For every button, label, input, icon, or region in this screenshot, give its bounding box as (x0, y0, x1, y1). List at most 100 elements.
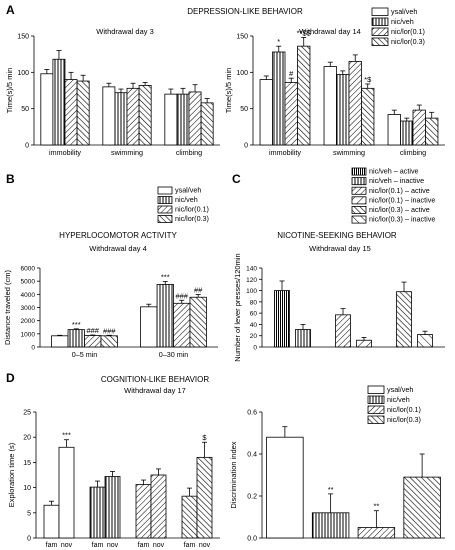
d-right-legend-entry-nic-lor-0-3: nic/lor(0.3) (387, 415, 421, 424)
a-right-significance-mark: # (289, 69, 294, 78)
d-left-bar-nic-lor-0-3-nov (196, 456, 213, 539)
a-right-bar-nic-veh-swimming (336, 74, 350, 146)
c-legend-entry-nic-lor-0-1-inactive: nic/lor(0.1) – inactive (369, 195, 435, 204)
a-left-bar-nic-veh-climbing (176, 93, 190, 146)
panel-label-a: A (6, 3, 15, 17)
c-bar-nic-lor-0-3-inactive (417, 334, 433, 348)
d-right-legend-entry-ysal-veh: ysal/veh (387, 385, 413, 394)
panel-label-d: D (6, 371, 15, 385)
a-left-bar-ysal-veh-immobility (40, 73, 54, 146)
d-left-y-tick-label: 5 (27, 510, 31, 517)
a-right-bar-nic-lor-0-3-immobility (297, 45, 311, 146)
a-right-significance-mark: *$ (364, 75, 372, 84)
a-right-category-label: climbing (400, 148, 426, 157)
d-left-bar-label: fam (184, 542, 196, 549)
d-right-legend-swatch-nic-lor-0-1 (367, 405, 385, 414)
b-y-tick-label: 1000 (21, 331, 36, 338)
b-significance-mark: *** (161, 272, 170, 281)
a-left-category-label: swimming (111, 148, 143, 157)
d-right-y-axis-label: Discrimination index (229, 441, 238, 508)
d-right-legend-entry-nic-veh: nic/veh (387, 395, 410, 404)
d-left-bar-label: nov (107, 542, 119, 549)
d-left-y-tick-label: 0 (27, 536, 31, 543)
panel-label-c: C (232, 172, 241, 186)
b-y-tick-label: 3000 (21, 305, 36, 312)
a-left-bar-nic-veh-swimming (114, 92, 128, 146)
a-left-bar-nic-lor-0-3-swimming (138, 85, 152, 146)
b-significance-mark: *** (72, 320, 81, 329)
b-bar-nic-lor-0-3-0-5-min (100, 335, 118, 348)
c-y-tick-label: 60 (250, 311, 258, 318)
c-legend-entry-nic-lor-0-3-active: nic/lor(0.3) – active (369, 205, 430, 214)
a-left-y-tick-label: 100 (17, 70, 29, 77)
c-y-tick-label: 120 (246, 277, 257, 284)
d-left-significance-mark: *** (62, 431, 71, 440)
b-legend-entry-ysal-veh: ysal/veh (175, 186, 201, 195)
b-y-tick-label: 5000 (21, 279, 36, 286)
d-right-y-tick-label: 0.2 (247, 494, 257, 501)
a-right-legend-swatch-nic-lor-0-3 (371, 37, 389, 46)
a-left-y-tick-label: 0 (25, 143, 29, 150)
d-right-bar-nic-lor-0-1 (357, 527, 396, 539)
d-left-y-tick-label: 10 (23, 485, 31, 492)
section-title-c: NICOTINE-SEEKING BEHAVIOR (277, 231, 397, 240)
b-y-tick-label: 0 (31, 345, 35, 352)
c-legend-swatch-nic-lor-0-1-active (351, 186, 367, 195)
a-right-legend-entry-ysal-veh: ysal/veh (391, 7, 417, 16)
a-right-y-tick-label: 100 (236, 70, 248, 77)
a-left-bar-ysal-veh-swimming (102, 86, 116, 146)
c-bar-nic-veh-inactive (295, 329, 311, 348)
c-legend-entry-nic-veh-inactive: nic/veh – inactive (369, 176, 424, 185)
b-significance-mark: ### (86, 326, 99, 335)
d-left-bar-label: nov (61, 542, 73, 549)
d-left-bar-label: fam (46, 542, 58, 549)
a-right-bar-nic-lor-0-1-immobility (284, 82, 298, 146)
c-bar-nic-veh-active (274, 290, 290, 348)
b-bar-nic-veh-0-30-min (156, 284, 174, 348)
c-legend-swatch-nic-lor-0-3-active (351, 205, 367, 214)
d-right-y-tick-label: 0.4 (247, 452, 257, 459)
c-legend-entry-nic-veh-active: nic/veh – active (369, 167, 419, 176)
c-legend-entry-nic-lor-0-3-inactive: nic/lor(0.3) – inactive (369, 215, 435, 224)
d-left-bar-nic-veh-fam (89, 486, 106, 539)
a-right-legend-entry-nic-veh: nic/veh (391, 17, 414, 26)
a-left-bar-nic-lor-0-3-climbing (200, 102, 214, 146)
c-y-tick-label: 80 (250, 299, 258, 306)
a-left-bar-ysal-veh-climbing (164, 93, 178, 146)
c-bar-nic-lor-0-1-inactive (356, 339, 372, 348)
c-bar-nic-lor-0-1-active (335, 314, 351, 348)
chart-discrimination-index: 0.0 0.2 0.4 0.6 Discrimination index ** ** ysal… (229, 385, 445, 543)
c-bar-nic-lor-0-3-active (396, 291, 412, 348)
c-legend-entry-nic-lor-0-1-active: nic/lor(0.1) – active (369, 186, 430, 195)
d-left-bar-ysal-veh-nov (58, 446, 75, 539)
a-left-bar-nic-lor-0-1-swimming (126, 87, 140, 146)
b-significance-mark: ## (194, 285, 203, 294)
b-subtitle: Withdrawal day 4 (89, 244, 147, 253)
d-left-bar-nic-lor-0-3-fam (181, 495, 198, 539)
c-y-tick-label: 140 (246, 266, 257, 273)
c-legend-swatch-nic-lor-0-3-inactive (351, 215, 367, 224)
a-right-bar-nic-lor-0-3-swimming (361, 87, 375, 146)
a-right-bar-nic-veh-immobility (272, 51, 286, 146)
section-title-d: COGNITION-LIKE BEHAVIOR (101, 375, 210, 384)
a-left-y-axis-label: Time(s)/5 min (5, 68, 14, 114)
c-y-tick-label: 40 (250, 322, 258, 329)
d-left-bar-ysal-veh-fam (43, 504, 60, 539)
a-right-legend-entry-nic-lor-0-1: nic/lor(0.1) (391, 27, 425, 36)
a-left-bar-nic-veh-immobility (52, 58, 66, 146)
d-left-y-tick-label: 25 (23, 410, 31, 417)
d-left-y-tick-label: 20 (23, 435, 31, 442)
b-bar-nic-lor-0-3-0-30-min (189, 296, 207, 348)
a-left-category-label: immobility (49, 148, 81, 157)
b-legend-swatch-nic-lor-0-1 (157, 205, 173, 214)
a-right-y-tick-label: 50 (240, 106, 248, 113)
b-category-label: 0–5 min (72, 350, 98, 359)
a-right-legend-entry-nic-lor-0-3: nic/lor(0.3) (391, 37, 425, 46)
chart-exploration-time: 0 5 10 15 20 25 Exploration time (s) Withdrawal… (7, 386, 220, 549)
b-bar-ysal-veh-0-30-min (140, 306, 158, 348)
b-significance-mark: ### (103, 326, 116, 335)
b-significance-mark: ### (175, 291, 188, 300)
c-legend-swatch-nic-veh-inactive (351, 177, 367, 186)
c-subtitle: Withdrawal day 15 (309, 244, 371, 253)
a-right-y-tick-label: 150 (236, 34, 248, 41)
